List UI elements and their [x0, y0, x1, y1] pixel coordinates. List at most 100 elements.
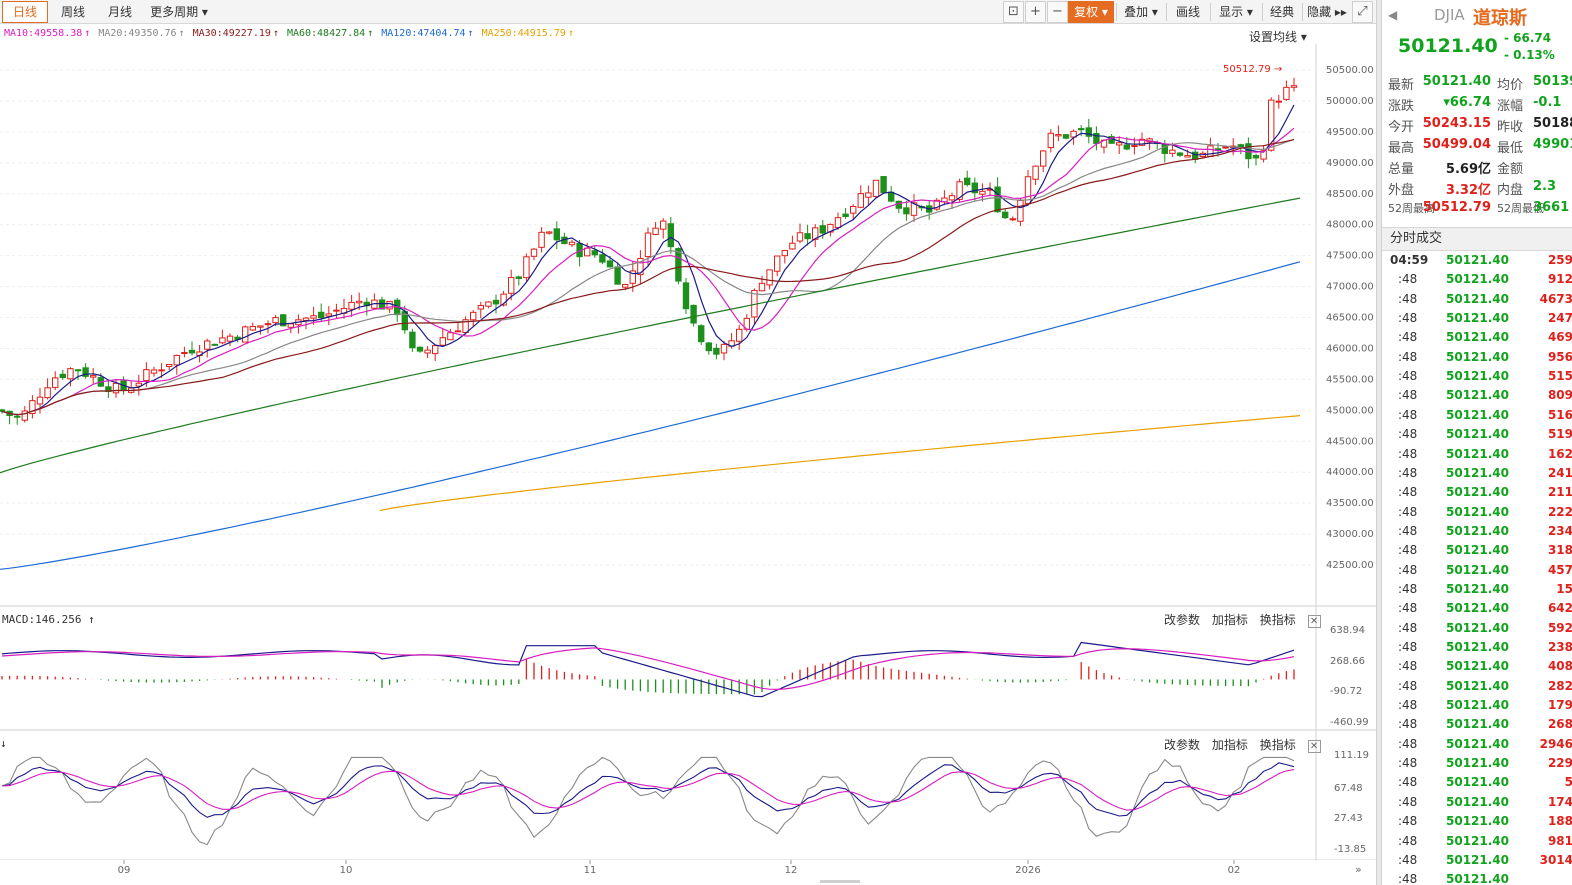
macd-switch-indicator-button[interactable]: 换指标 [1259, 613, 1296, 627]
overlay-dropdown[interactable]: 叠加 ▾ [1124, 5, 1158, 19]
draw-line-button[interactable]: 画线 [1175, 5, 1200, 19]
macd-close-icon[interactable]: ✕ [1307, 615, 1321, 628]
trade-row: :48 50121.40 3014 [1382, 853, 1572, 872]
tab-monthly[interactable]: 月线 [107, 5, 132, 19]
trade-time: :48 [1398, 446, 1418, 461]
candle-body [599, 254, 606, 263]
trade-price: 50121.40 [1446, 407, 1510, 422]
hide-button[interactable]: 隐藏 ▸▸ [1307, 5, 1347, 19]
trade-time: :48 [1398, 794, 1418, 809]
zoom-out-icon[interactable]: − [1047, 1, 1068, 23]
candle-body [409, 331, 416, 349]
quote-label: 金额 [1497, 162, 1524, 177]
adjust-dropdown[interactable]: 复权 ▾ [1068, 1, 1114, 23]
zoom-in-icon[interactable]: + [1025, 1, 1046, 23]
price-tick-label: 46500.00 [1326, 313, 1374, 324]
ma-legend-item: MA10:49558.38 [4, 28, 83, 39]
trade-time: :48 [1398, 311, 1418, 326]
trade-price: 50121.40 [1446, 369, 1510, 384]
candle-body [257, 325, 264, 328]
scroll-right-icon[interactable]: » [1355, 863, 1362, 876]
candle-body [143, 369, 150, 382]
candle-body [90, 375, 97, 378]
lock-icon[interactable]: ⊡ [1003, 1, 1024, 23]
ma-arrow-icon: ↑ [178, 28, 185, 39]
kline-chart-area[interactable]: 50500.00 50000.00 49500.00 49000.00 48500.00… [0, 44, 1376, 885]
price-tick-label: 47500.00 [1326, 251, 1374, 262]
trade-time: :48 [1398, 291, 1418, 306]
ma120-line [0, 261, 1301, 570]
trade-price: 50121.40 [1446, 872, 1510, 885]
trade-volume: 238 [1547, 640, 1572, 654]
tab-weekly[interactable]: 周线 [60, 5, 85, 19]
kdj-add-indicator-button[interactable]: 加指标 [1211, 738, 1248, 752]
kdj-d-line [1, 769, 1295, 811]
trade-time: :48 [1398, 640, 1418, 654]
kdj-close-icon[interactable]: ✕ [1307, 740, 1321, 753]
macd-tick-label: 268.66 [1330, 656, 1365, 667]
candle-body [637, 257, 644, 276]
candle-body [591, 250, 598, 256]
quote-label: 52周最低 [1497, 202, 1544, 215]
ma-arrow-icon: ↑ [567, 28, 574, 39]
candle-body [819, 225, 826, 234]
quote-label: 内盘 [1497, 183, 1524, 198]
back-arrow-icon[interactable]: ◀ [1388, 8, 1398, 22]
trade-time: :48 [1398, 369, 1418, 384]
fullscreen-icon[interactable]: ⤢ [1352, 1, 1373, 23]
ma-legend-item: MA30:49227.19 [192, 28, 271, 39]
quote-value: 50499.04 [1422, 137, 1491, 152]
quote-row: 52周最高 50512.79 52周最低 3661 [1382, 200, 1572, 221]
trade-volume: 408 [1547, 659, 1572, 674]
candle-body [530, 248, 538, 257]
ma-legend-item: MA120:47404.74 [381, 28, 466, 39]
display-dropdown[interactable]: 显示 ▾ [1219, 5, 1253, 19]
candle-body [416, 346, 424, 352]
candle-body [44, 387, 51, 399]
candle-body [956, 181, 963, 200]
candle-body [1032, 165, 1039, 180]
macd-add-indicator-button[interactable]: 加指标 [1211, 613, 1248, 627]
trade-row: :48 50121.40 211 [1382, 485, 1572, 504]
candle-body [272, 317, 279, 324]
macd-dea-line [1, 647, 1295, 691]
candle-body [713, 347, 720, 355]
quote-row: 最新 50121.40 均价 50139 [1382, 74, 1572, 95]
candle-body [204, 340, 211, 350]
tab-daily[interactable]: 日线 [2, 1, 48, 23]
quote-value: ▾66.74 [1443, 95, 1491, 110]
quote-label: 外盘 [1388, 183, 1415, 198]
candle-body [1169, 149, 1176, 154]
time-axis-background [0, 860, 1376, 885]
trade-time: :48 [1398, 543, 1418, 558]
trade-time: :48 [1398, 814, 1418, 829]
quote-label: 总量 [1388, 162, 1415, 177]
candle-body [652, 227, 659, 235]
ma-legend-item: MA20:49350.76 [98, 28, 177, 39]
trade-price: 50121.40 [1446, 601, 1510, 616]
candle-body [994, 186, 1001, 213]
macd-edit-params-button[interactable]: 改参数 [1164, 613, 1201, 627]
candle-body [705, 342, 712, 352]
high-price-marker: 50512.79 → [1223, 64, 1282, 75]
classic-button[interactable]: 经典 [1269, 5, 1294, 19]
candle-body [470, 311, 477, 321]
panel-splitter[interactable] [1376, 0, 1381, 885]
trade-row: :48 50121.40 188 [1382, 814, 1572, 833]
candle-body [67, 368, 74, 380]
trade-volume: 4673 [1539, 291, 1572, 306]
candle-body [1085, 127, 1092, 137]
trade-row: :48 50121.40 282 [1382, 679, 1572, 698]
quote-header: ◀ DJIA 道琼斯 50121.40 - 66.74 - 0.13% [1382, 0, 1572, 70]
candle-body [682, 282, 690, 310]
macd-panel-buttons: 改参数 加指标 换指标 ✕ [1156, 611, 1321, 628]
trade-volume: 642 [1547, 601, 1572, 616]
more-periods-dropdown[interactable]: 更多周期 ▾ [150, 5, 208, 19]
kdj-switch-indicator-button[interactable]: 换指标 [1259, 738, 1296, 752]
quote-value: 50188 [1533, 116, 1572, 131]
symbol-name: 道琼斯 [1473, 8, 1527, 29]
ma-settings-dropdown[interactable]: 设置均线 ▾ [1249, 30, 1307, 44]
candle-body [1283, 86, 1290, 100]
candle-body [485, 301, 492, 307]
kdj-edit-params-button[interactable]: 改参数 [1164, 738, 1201, 752]
